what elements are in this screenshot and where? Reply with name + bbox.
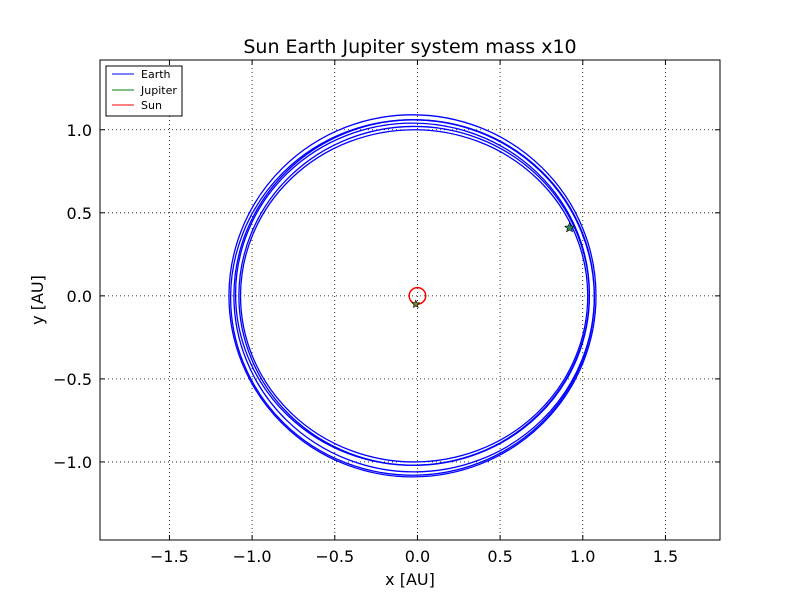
earth-orbit-line xyxy=(239,129,589,463)
axis-ticks: −1.5 −1.0 −0.5 0.0 0.5 1.0 1.5 −1.0 −0.5 0.0 0.5 1.… xyxy=(53,60,720,566)
x-tick-label: −0.5 xyxy=(315,547,354,566)
y-axis-label: y [AU] xyxy=(28,275,47,325)
x-tick-label: −1.0 xyxy=(233,547,272,566)
data-layer xyxy=(228,114,597,478)
earth-orbit-line xyxy=(229,119,595,476)
x-axis-label: x [AU] xyxy=(385,570,435,589)
earth-position-marker xyxy=(564,221,576,233)
x-tick-label: 0.0 xyxy=(405,547,430,566)
jupiter-position-marker xyxy=(411,299,421,309)
y-tick-label: 0.0 xyxy=(67,287,92,306)
x-tick-label: 1.5 xyxy=(653,547,678,566)
plot-frame xyxy=(99,59,721,541)
y-tick-label: 1.0 xyxy=(67,121,92,140)
grid-lines xyxy=(100,60,720,540)
x-tick-label: −1.5 xyxy=(150,547,189,566)
earth-orbit-line xyxy=(228,114,597,478)
chart-title: Sun Earth Jupiter system mass x10 xyxy=(243,36,576,58)
y-tick-label: 0.5 xyxy=(67,204,92,223)
legend: Earth Jupiter Sun xyxy=(105,65,183,117)
y-tick-label: −0.5 xyxy=(53,370,92,389)
legend-label-sun: Sun xyxy=(141,99,162,112)
legend-label-jupiter: Jupiter xyxy=(140,84,177,97)
earth-orbit-line xyxy=(238,125,591,466)
legend-label-earth: Earth xyxy=(141,68,171,81)
x-tick-label: 0.5 xyxy=(487,547,512,566)
y-tick-label: −1.0 xyxy=(53,453,92,472)
x-tick-label: 1.0 xyxy=(570,547,595,566)
